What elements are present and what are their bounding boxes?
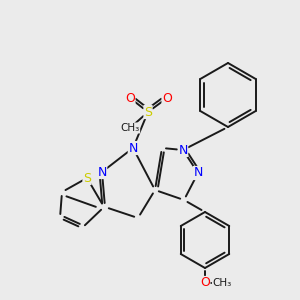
Text: S: S (144, 106, 152, 118)
Text: N: N (178, 143, 188, 157)
Text: O: O (200, 277, 210, 290)
Text: CH₃: CH₃ (212, 278, 232, 288)
Text: N: N (128, 142, 138, 154)
Text: N: N (97, 166, 107, 178)
Text: O: O (162, 92, 172, 104)
Text: O: O (125, 92, 135, 104)
Text: N: N (193, 167, 203, 179)
Text: S: S (83, 172, 91, 184)
Text: CH₃: CH₃ (120, 123, 140, 133)
